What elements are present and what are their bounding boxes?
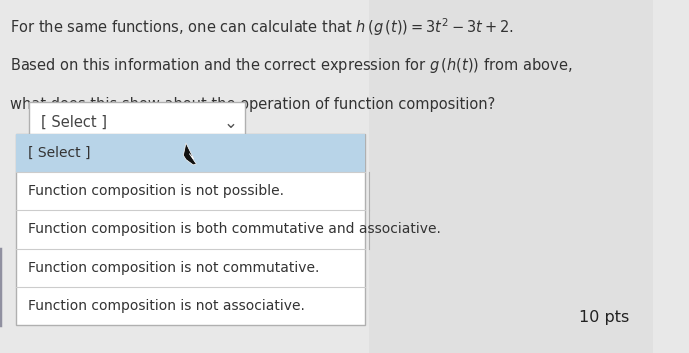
Text: ⌄: ⌄ xyxy=(223,114,237,132)
Text: Function composition is both commutative and associative.: Function composition is both commutative… xyxy=(28,222,441,237)
Text: what does this show about the operation of function composition?: what does this show about the operation … xyxy=(10,97,495,112)
Text: Function composition is not possible.: Function composition is not possible. xyxy=(28,184,284,198)
Bar xyxy=(17,134,365,172)
Bar xyxy=(17,134,365,325)
Bar xyxy=(369,0,652,353)
Text: Function composition is not associative.: Function composition is not associative. xyxy=(28,299,305,313)
Text: For the same functions, one can calculate that $h\,(g\,(t)) = 3t^2 - 3t + 2.$: For the same functions, one can calculat… xyxy=(10,16,514,37)
Text: Based on this information and the correct expression for $g\,(h(t))$ from above,: Based on this information and the correc… xyxy=(10,56,572,76)
Text: [ Select ]: [ Select ] xyxy=(41,115,107,130)
Bar xyxy=(30,102,245,143)
Text: [ Select ]: [ Select ] xyxy=(28,146,90,160)
Text: 10 pts: 10 pts xyxy=(579,310,630,325)
Text: Function composition is not commutative.: Function composition is not commutative. xyxy=(28,261,320,275)
Polygon shape xyxy=(183,143,196,165)
